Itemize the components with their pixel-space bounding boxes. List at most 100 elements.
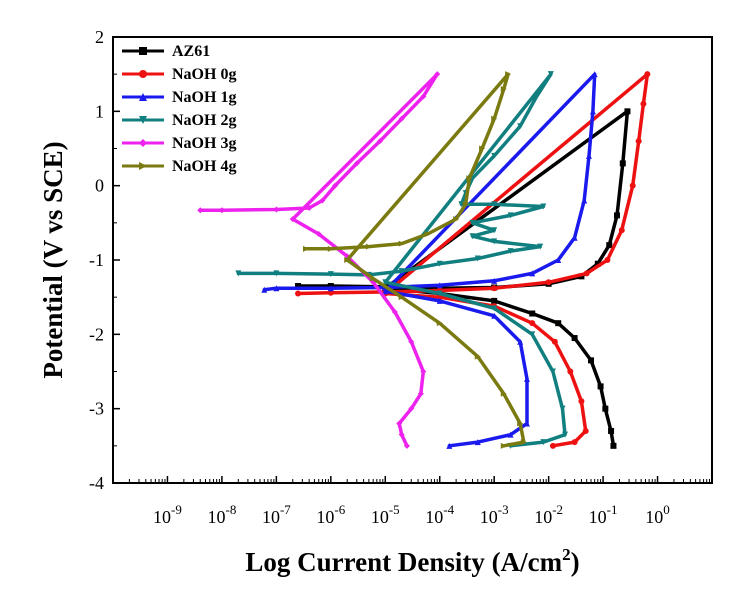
data-point xyxy=(491,115,498,122)
data-point xyxy=(491,201,498,208)
y-tick-label: -1 xyxy=(89,250,104,270)
data-point xyxy=(491,227,498,234)
data-point xyxy=(523,375,530,382)
series-4 xyxy=(235,71,569,449)
legend-item: NaOH 0g xyxy=(122,66,236,83)
data-point xyxy=(491,285,498,292)
data-point xyxy=(295,283,302,290)
data-point xyxy=(261,286,268,293)
data-point xyxy=(618,227,625,234)
data-point xyxy=(424,230,431,237)
data-point xyxy=(624,108,631,115)
data-point xyxy=(537,243,544,250)
legend-label: NaOH 1g xyxy=(172,89,236,106)
data-point xyxy=(469,219,476,226)
data-point xyxy=(315,230,322,237)
data-point xyxy=(398,268,405,275)
x-tick-label: 100 xyxy=(645,502,670,527)
data-point xyxy=(629,182,636,189)
x-tick-label: 10-1 xyxy=(589,502,618,527)
data-point xyxy=(640,100,647,107)
data-point xyxy=(619,160,626,167)
data-point xyxy=(491,297,498,304)
data-point xyxy=(491,152,498,159)
data-point xyxy=(613,212,620,219)
data-point xyxy=(644,71,651,78)
legend-label: NaOH 0g xyxy=(172,66,236,83)
data-point xyxy=(571,234,578,241)
data-point xyxy=(500,442,507,449)
data-point xyxy=(420,93,427,100)
data-point xyxy=(529,331,536,338)
data-point xyxy=(382,279,389,286)
data-point xyxy=(559,405,566,412)
data-point xyxy=(583,270,590,277)
y-axis-label: Potential (V vs SCE) xyxy=(38,141,68,378)
data-point xyxy=(327,285,334,292)
data-point xyxy=(398,294,405,301)
data-point xyxy=(453,216,460,223)
data-point xyxy=(344,257,351,263)
data-point xyxy=(571,335,578,342)
legend-marker xyxy=(139,93,147,101)
data-point xyxy=(581,197,588,204)
data-point xyxy=(436,282,443,289)
data-point xyxy=(491,305,498,312)
legend-label: AZ61 xyxy=(172,43,210,60)
data-point xyxy=(398,240,405,247)
data-point xyxy=(327,271,334,278)
data-point xyxy=(602,405,609,412)
data-point xyxy=(606,242,613,249)
data-point xyxy=(555,257,562,263)
data-point xyxy=(408,338,415,345)
x-tick-label: 10-3 xyxy=(480,502,509,527)
data-point xyxy=(302,245,309,252)
data-point xyxy=(491,238,498,245)
data-point xyxy=(517,123,524,130)
legend-item: NaOH 4g xyxy=(122,158,236,175)
series-6 xyxy=(302,71,527,449)
data-point xyxy=(434,71,441,78)
legend-label: NaOH 2g xyxy=(172,112,236,129)
y-tick-label: 0 xyxy=(95,176,104,196)
data-point xyxy=(273,270,280,277)
data-point xyxy=(582,427,589,434)
data-point xyxy=(589,108,596,115)
x-tick-label: 10-4 xyxy=(425,502,454,527)
legend-item: AZ61 xyxy=(122,43,210,60)
data-point xyxy=(507,212,514,219)
data-point xyxy=(555,320,562,327)
data-point xyxy=(436,320,443,327)
data-point xyxy=(610,442,617,449)
data-point xyxy=(540,439,547,446)
data-point xyxy=(517,420,524,427)
data-point xyxy=(608,427,615,434)
data-point xyxy=(567,368,574,375)
x-tick-label: 10-9 xyxy=(153,502,182,527)
data-point xyxy=(436,297,443,304)
data-point xyxy=(523,420,530,427)
data-point xyxy=(396,420,403,427)
data-point xyxy=(547,71,554,78)
data-point xyxy=(500,86,507,93)
data-point xyxy=(420,368,427,375)
data-point xyxy=(591,71,598,78)
data-point xyxy=(549,368,556,375)
data-point xyxy=(417,390,424,397)
data-point xyxy=(529,270,536,277)
data-point xyxy=(597,383,604,390)
data-point xyxy=(197,207,204,214)
data-point xyxy=(491,277,498,284)
data-point xyxy=(604,257,611,263)
x-tick-label: 10-8 xyxy=(207,502,236,527)
series-line xyxy=(236,72,567,448)
data-point xyxy=(529,320,536,327)
data-point xyxy=(370,275,377,282)
x-tick-label: 10-5 xyxy=(371,502,400,527)
data-point xyxy=(474,439,481,446)
y-tick-label: -2 xyxy=(89,324,104,344)
series-3 xyxy=(261,71,598,449)
data-point xyxy=(398,431,405,438)
data-point xyxy=(408,405,415,412)
